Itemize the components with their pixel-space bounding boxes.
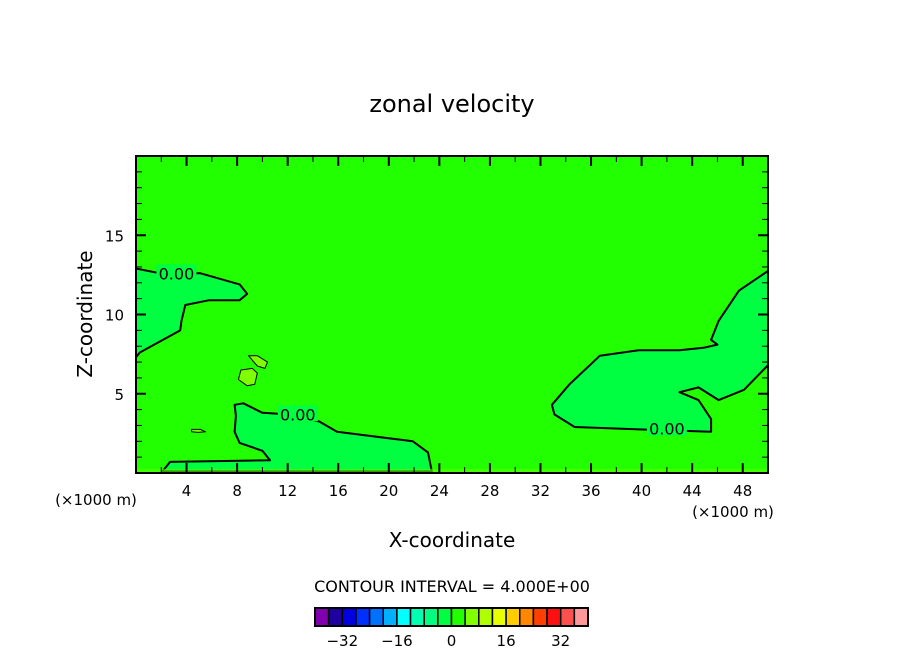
contour-label: 0.00	[280, 405, 316, 424]
colorbar-swatch	[491, 607, 507, 627]
x-tick-label: 36	[581, 482, 600, 500]
colorbar-swatch	[532, 607, 548, 627]
colorbar-swatch	[396, 607, 412, 627]
contour-label-bg	[156, 264, 197, 281]
colorbar-swatch	[368, 607, 385, 627]
contour-region	[135, 267, 249, 359]
x-tick-label: 16	[329, 482, 348, 500]
x-tick-label: 24	[430, 482, 449, 500]
chart-title: zonal velocity	[369, 90, 534, 118]
colorbar-swatch	[464, 607, 480, 627]
colorbar-tick-label: −16	[381, 632, 413, 650]
x-unit-label: (×1000 m)	[692, 503, 774, 521]
colorbar-swatch	[546, 607, 562, 627]
x-tick-label: 4	[182, 482, 192, 500]
x-tick-label: 8	[232, 482, 242, 500]
y-tick-label: 10	[105, 307, 124, 325]
contour-region	[248, 355, 268, 369]
colorbar-swatch	[382, 607, 398, 627]
x-tick-label: 32	[531, 482, 550, 500]
x-axis-label: X-coordinate	[389, 528, 516, 552]
colorbar-tick-label: 16	[497, 632, 516, 650]
colorbar-tick-label: −32	[326, 632, 358, 650]
contour-label: 0.00	[159, 264, 195, 283]
x-tick-label: 44	[683, 482, 702, 500]
x-tick-label: 40	[632, 482, 651, 500]
colorbar-swatch	[573, 607, 589, 627]
contour-region	[237, 367, 258, 387]
y-tick-label: 5	[114, 386, 124, 404]
y-unit-label: (×1000 m)	[55, 491, 137, 509]
colorbar-tick-label: 0	[447, 632, 457, 650]
colorbar-swatch	[559, 607, 576, 627]
colorbar-swatch	[341, 607, 357, 627]
contour-label: 0.00	[649, 420, 685, 439]
colorbar-swatch	[519, 607, 535, 627]
x-tick-label: 12	[278, 482, 297, 500]
x-tick-label: 20	[379, 482, 398, 500]
y-axis-label: Z-coordinate	[73, 250, 97, 377]
surface-strip	[136, 469, 768, 473]
colorbar-swatch	[505, 607, 521, 627]
x-tick-label: 48	[733, 482, 752, 500]
colorbar-swatch	[478, 607, 494, 627]
colorbar-swatch	[450, 607, 466, 627]
x-tick-label: 28	[480, 482, 499, 500]
colorbar-swatch	[423, 607, 439, 627]
colorbar-tick-label: 32	[551, 632, 570, 650]
colorbar-frame	[314, 607, 589, 627]
contour-label-bg	[646, 419, 687, 436]
colorbar-swatch	[327, 607, 344, 627]
colorbar: −32 −16 0 16 32	[314, 607, 589, 650]
contour-region	[550, 269, 769, 433]
contour-region	[191, 428, 206, 433]
contour-label-bg	[277, 405, 318, 422]
colorbar-swatch	[437, 607, 453, 627]
colorbar-swatch	[409, 607, 425, 627]
colorbar-swatch	[314, 607, 330, 627]
colorbar-swatch	[355, 607, 371, 627]
contour-interval-text: CONTOUR INTERVAL = 4.000E+00	[314, 577, 590, 596]
y-tick-label: 15	[105, 227, 124, 245]
